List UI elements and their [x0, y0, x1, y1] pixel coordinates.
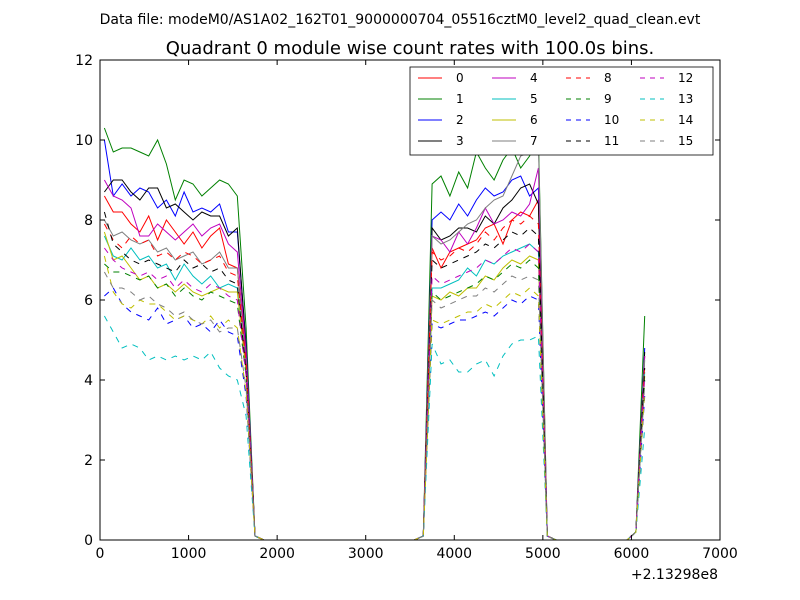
- series-line-15: [103, 271, 646, 540]
- x-tick-label: 3000: [348, 546, 384, 562]
- legend-label-2: 2: [456, 113, 464, 127]
- series-line-1: [103, 127, 646, 540]
- x-tick-label: 7000: [702, 546, 738, 562]
- legend-label-11: 11: [604, 134, 619, 148]
- legend-label-1: 1: [456, 92, 464, 106]
- series-line-14: [103, 255, 646, 540]
- series-line-8: [103, 215, 646, 540]
- legend-label-10: 10: [604, 113, 619, 127]
- x-tick-label: 5000: [525, 546, 561, 562]
- legend-label-13: 13: [678, 92, 693, 106]
- x-tick-label: 6000: [614, 546, 650, 562]
- x-tick-label: 4000: [436, 546, 472, 562]
- series-line-7: [103, 142, 646, 540]
- legend-label-4: 4: [530, 71, 538, 85]
- y-tick-label: 10: [75, 133, 93, 149]
- legend-label-12: 12: [678, 71, 693, 85]
- x-offset-label: +2.13298e8: [631, 567, 718, 583]
- series-line-13: [103, 315, 646, 540]
- x-tick-label: 1000: [171, 546, 207, 562]
- legend-label-15: 15: [678, 134, 693, 148]
- x-tick-label: 0: [96, 546, 105, 562]
- y-tick-label: 0: [84, 533, 93, 549]
- legend-label-6: 6: [530, 113, 538, 127]
- legend-label-5: 5: [530, 92, 538, 106]
- chart-title: Quadrant 0 module wise count rates with …: [166, 38, 655, 59]
- legend-label-14: 14: [678, 113, 693, 127]
- series-line-0: [103, 195, 646, 540]
- series-line-12: [103, 243, 646, 540]
- legend-label-7: 7: [530, 134, 538, 148]
- series-line-9: [104, 259, 646, 540]
- legend-label-8: 8: [604, 71, 612, 85]
- legend-box: [409, 66, 714, 156]
- y-tick-label: 2: [84, 453, 93, 469]
- series-line-4: [103, 167, 646, 540]
- y-tick-label: 12: [75, 53, 93, 69]
- series-line-2: [103, 139, 646, 540]
- y-tick-label: 6: [84, 293, 93, 309]
- series-line-6: [103, 231, 646, 540]
- series-line-11: [103, 211, 646, 540]
- figure-suptitle: Data file: modeM0/AS1A02_162T01_90000007…: [100, 12, 701, 28]
- legend-label-0: 0: [456, 71, 464, 85]
- series-line-10: [104, 287, 646, 540]
- x-tick-label: 2000: [259, 546, 295, 562]
- y-tick-label: 8: [84, 213, 93, 229]
- series-line-3: [103, 179, 646, 540]
- legend-label-9: 9: [604, 92, 612, 106]
- series-layer: [103, 127, 646, 540]
- series-line-5: [103, 235, 646, 540]
- legend-label-3: 3: [456, 134, 464, 148]
- y-tick-label: 4: [84, 373, 93, 389]
